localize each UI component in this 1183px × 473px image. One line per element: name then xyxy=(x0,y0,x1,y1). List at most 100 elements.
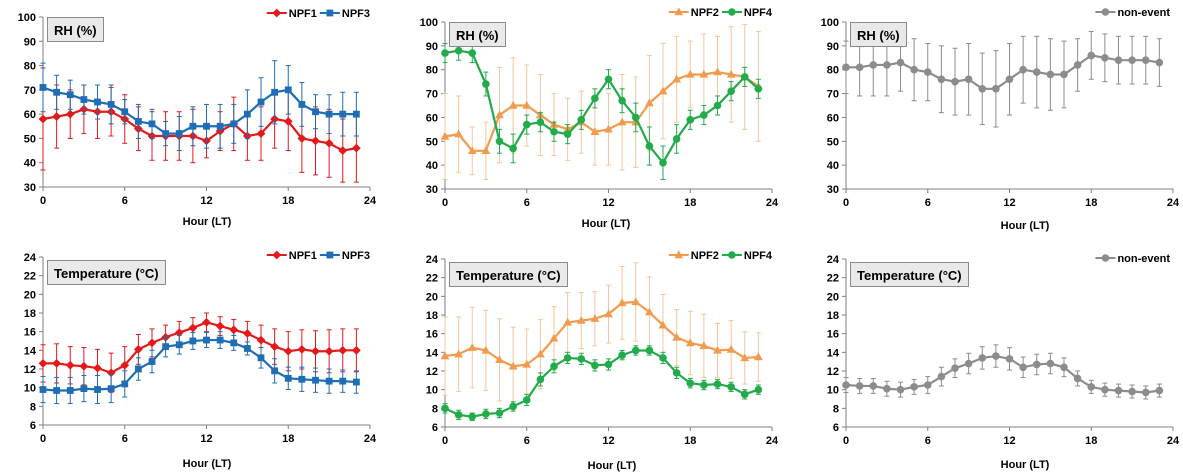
y-tick-label: 30 xyxy=(827,184,839,196)
data-point xyxy=(467,343,477,351)
legend: NPF4 NPF2 xyxy=(668,7,773,19)
y-tick-label: 90 xyxy=(827,41,839,53)
data-point xyxy=(509,402,517,411)
data-point xyxy=(216,336,224,344)
series-npf1 xyxy=(38,67,361,183)
data-point xyxy=(454,46,463,55)
legend: non-event xyxy=(1095,253,1170,265)
chart-title: Temperature (°C) xyxy=(47,260,166,285)
x-tick-label: 24 xyxy=(1167,435,1180,447)
legend-marker xyxy=(326,9,334,17)
data-point xyxy=(964,359,973,368)
data-point xyxy=(700,381,708,389)
data-point xyxy=(508,100,518,109)
data-point xyxy=(338,146,348,155)
data-point xyxy=(726,344,736,353)
legend-marker xyxy=(1101,254,1110,262)
panel-rh-npf2-npf4: 30 40 50 60 70 80 90 100 0 6 12 18 24 NPF4 NPF2 RH (%)… xyxy=(402,0,792,237)
data-point xyxy=(1114,56,1123,64)
x-tick-label: 0 xyxy=(40,433,46,445)
data-point xyxy=(992,352,1000,360)
legend-label: NPF3 xyxy=(342,8,370,20)
x-axis-label: Hour (LT) xyxy=(1000,220,1050,232)
data-point xyxy=(283,117,293,126)
y-tick-label: 8 xyxy=(30,401,36,413)
series-npf3 xyxy=(39,60,360,152)
y-tick-label: 12 xyxy=(426,366,438,378)
data-point xyxy=(577,355,586,363)
y-tick-label: 20 xyxy=(827,291,839,303)
y-tick-label: 14 xyxy=(24,345,37,357)
y-tick-label: 20 xyxy=(426,291,438,303)
chart-title: RH (%) xyxy=(449,22,506,47)
data-point xyxy=(937,75,946,84)
y-tick-label: 10 xyxy=(24,383,36,395)
legend: non-event xyxy=(1095,7,1170,19)
data-point xyxy=(754,385,763,394)
data-point xyxy=(468,49,477,57)
data-point xyxy=(645,142,654,150)
data-point xyxy=(549,333,559,342)
data-point xyxy=(66,91,74,99)
data-point xyxy=(658,320,668,329)
data-point xyxy=(604,124,613,133)
data-point xyxy=(441,49,449,57)
x-tick-label: 24 xyxy=(364,195,377,207)
data-point xyxy=(699,69,709,78)
data-point xyxy=(563,317,573,326)
data-point xyxy=(869,382,878,390)
data-point xyxy=(910,65,918,74)
chart-rh-npf1-npf3: 30 40 50 60 70 80 90 100 0 6 12 18 24 NPF3 NPF1 xyxy=(18,8,377,207)
data-point xyxy=(686,379,695,387)
data-point xyxy=(39,84,47,91)
data-point xyxy=(869,61,878,69)
x-tick-label: 6 xyxy=(524,197,530,209)
x-tick-label: 0 xyxy=(442,197,448,209)
data-point xyxy=(1128,387,1136,396)
legend-marker xyxy=(1101,8,1110,16)
data-point xyxy=(482,410,490,418)
data-point xyxy=(1087,51,1096,60)
data-point xyxy=(271,367,279,375)
y-tick-label: 20 xyxy=(24,289,36,301)
data-point xyxy=(52,359,62,368)
data-point xyxy=(577,116,586,124)
data-point xyxy=(162,343,170,350)
data-point xyxy=(107,101,115,108)
data-point xyxy=(351,345,361,355)
data-point xyxy=(147,338,157,348)
data-point xyxy=(617,298,627,307)
data-point xyxy=(631,346,640,355)
data-point xyxy=(440,351,450,360)
data-point xyxy=(270,342,280,351)
data-point xyxy=(298,101,306,108)
data-point xyxy=(754,85,763,93)
data-point xyxy=(1005,355,1014,363)
data-point xyxy=(79,361,89,371)
data-point xyxy=(1101,385,1109,394)
data-point xyxy=(495,355,504,363)
data-point xyxy=(951,77,959,86)
legend-marker xyxy=(728,251,736,259)
x-axis-label: Hour (LT) xyxy=(587,460,637,472)
chart-title: RH (%) xyxy=(850,22,907,47)
data-point xyxy=(256,129,266,138)
data-point xyxy=(1155,386,1164,395)
legend: NPF4 NPF2 xyxy=(668,250,773,262)
legend-label: non-event xyxy=(1117,7,1170,19)
data-point xyxy=(508,361,518,370)
x-axis-label: Hour (LT) xyxy=(182,216,232,228)
y-tick-label: 50 xyxy=(24,133,36,145)
data-point xyxy=(740,353,750,362)
y-tick-label: 16 xyxy=(827,329,839,341)
data-point xyxy=(992,85,1000,93)
data-point xyxy=(713,101,722,110)
data-point xyxy=(951,364,959,372)
y-tick-label: 18 xyxy=(827,310,839,322)
y-tick-label: 50 xyxy=(426,136,438,148)
legend-marker xyxy=(272,250,282,260)
data-point xyxy=(645,346,654,355)
data-point xyxy=(80,385,88,392)
